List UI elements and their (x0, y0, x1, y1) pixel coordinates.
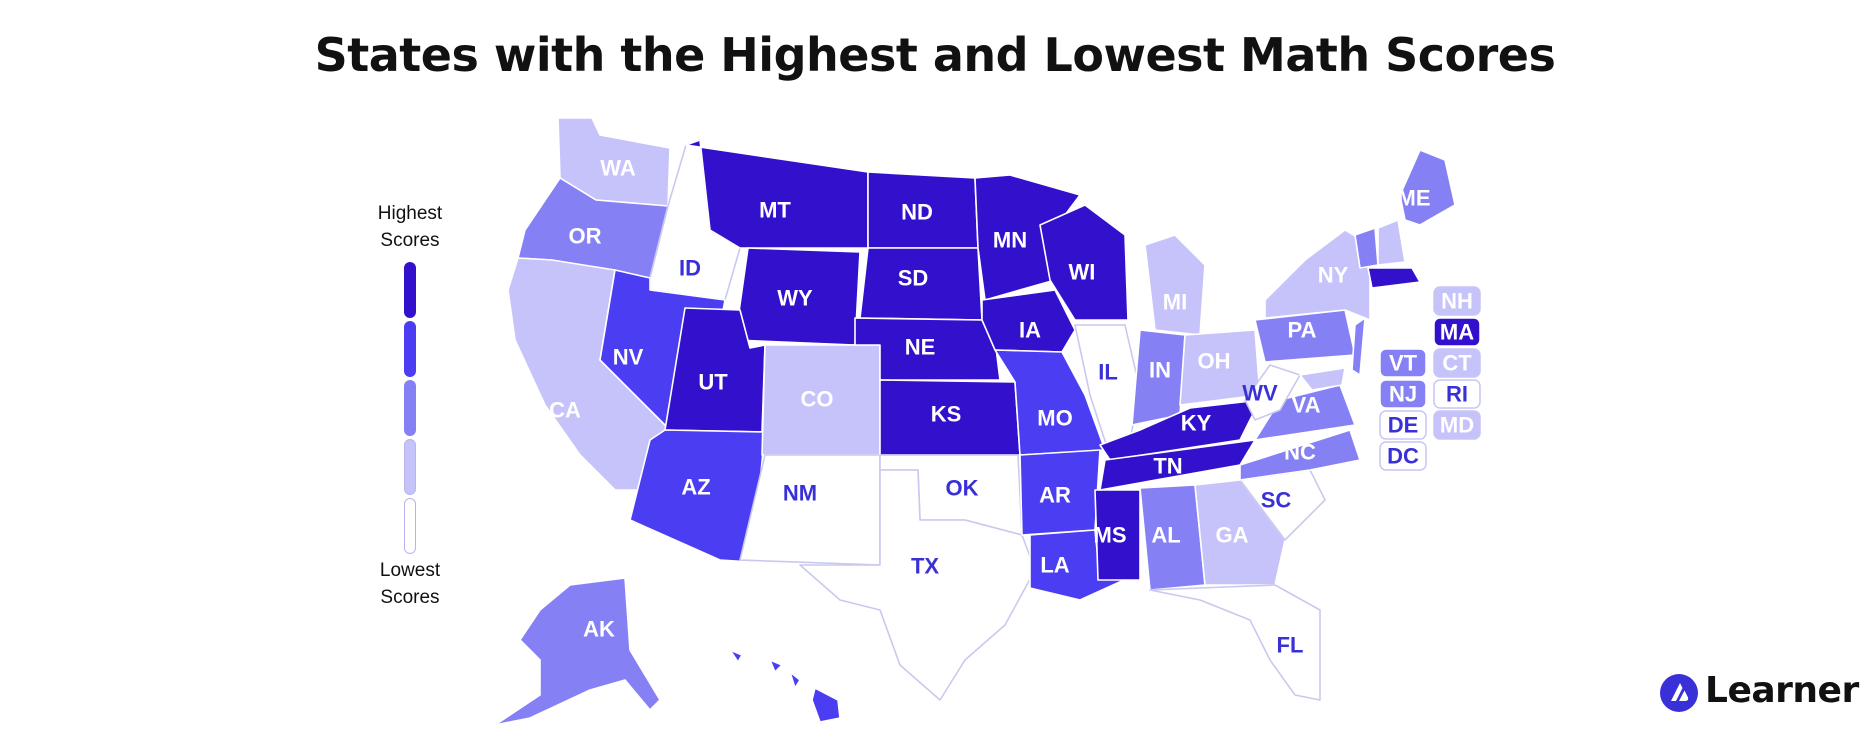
state-label-mt: MT (759, 198, 791, 223)
state-wv-shape (1244, 364, 1301, 421)
state-label-al: AL (1151, 523, 1180, 548)
state-ms-shape (1094, 489, 1141, 581)
legend-color-scale (404, 262, 416, 557)
legend-swatch-tier-1 (404, 498, 416, 554)
state-box-dc (1379, 441, 1427, 471)
state-label-nv: NV (613, 345, 644, 370)
state-label-tn: TN (1153, 454, 1182, 479)
state-label-az: AZ (681, 475, 710, 500)
state-ga-shape (1194, 479, 1286, 586)
state-label-oh: OH (1198, 349, 1231, 374)
state-label-ne: NE (905, 335, 936, 360)
state-box-de (1379, 410, 1427, 440)
state-label-wy: WY (777, 286, 813, 311)
state-label-de: DE (1388, 413, 1419, 438)
state-nh-shape (1377, 219, 1406, 266)
state-box-nj (1379, 379, 1427, 409)
state-label-md: MD (1440, 413, 1474, 438)
legend-swatch-tier-3 (404, 380, 416, 436)
state-box-vt (1379, 348, 1427, 378)
state-nc-shape (1239, 429, 1361, 481)
state-label-wi: WI (1069, 260, 1096, 285)
state-ak-shape (494, 577, 661, 726)
state-vt-shape (1354, 227, 1379, 269)
state-tx-shape (799, 469, 1036, 701)
state-md-shape (1299, 367, 1346, 391)
legend-highest-label: Highest Scores (377, 203, 443, 251)
state-label-ok: OK (946, 476, 979, 501)
state-box-ri (1433, 379, 1481, 409)
state-label-mi: MI (1163, 290, 1187, 315)
state-label-fl: FL (1277, 633, 1304, 658)
state-label-ms: MS (1094, 523, 1127, 548)
state-nm-shape (739, 454, 881, 566)
legend-swatch-tier-5 (404, 262, 416, 318)
state-label-ar: AR (1039, 483, 1071, 508)
state-label-va: VA (1292, 393, 1321, 418)
legend-swatch-tier-2 (404, 439, 416, 495)
state-label-pa: PA (1288, 318, 1317, 343)
state-mt-shape (685, 139, 869, 249)
state-label-ca: CA (549, 398, 581, 423)
state-label-il: IL (1098, 360, 1118, 385)
state-label-mn: MN (993, 228, 1027, 253)
state-label-ga: GA (1216, 523, 1249, 548)
state-box-md (1433, 410, 1481, 440)
brand-name: Learner (1705, 670, 1859, 711)
state-label-la: LA (1040, 553, 1069, 578)
state-label-dc: DC (1387, 444, 1419, 469)
state-label-nj: NJ (1389, 382, 1417, 407)
state-label-vt: VT (1389, 351, 1418, 376)
legend-lowest-label: Lowest Scores (379, 560, 441, 608)
state-label-id: ID (679, 256, 701, 281)
state-label-ak: AK (583, 617, 615, 642)
state-label-nd: ND (901, 200, 933, 225)
state-mi-shape (1144, 234, 1206, 336)
state-me-shape (1399, 149, 1456, 226)
state-label-me: ME (1398, 186, 1431, 211)
state-label-ma: MA (1440, 320, 1474, 345)
state-ny-shape (1264, 229, 1371, 321)
state-label-sc: SC (1261, 488, 1292, 513)
state-label-ct: CT (1442, 351, 1472, 376)
state-label-ny: NY (1318, 263, 1349, 288)
state-label-or: OR (569, 224, 602, 249)
state-label-nm: NM (783, 481, 817, 506)
state-box-ct (1433, 348, 1481, 378)
state-label-ky: KY (1181, 411, 1212, 436)
state-label-ut: UT (698, 370, 728, 395)
state-wi-shape (1039, 204, 1129, 321)
state-label-wv: WV (1242, 381, 1278, 406)
state-box-nh (1433, 286, 1481, 316)
state-label-ks: KS (931, 402, 962, 427)
state-ma-shape (1367, 267, 1421, 289)
state-fl-shape (1149, 584, 1321, 701)
state-label-mo: MO (1037, 406, 1072, 431)
state-hi-shape (729, 649, 841, 723)
state-label-in: IN (1149, 358, 1171, 383)
state-label-co: CO (801, 387, 834, 412)
state-label-tx: TX (911, 554, 939, 579)
legend-swatch-tier-4 (404, 321, 416, 377)
state-label-sd: SD (898, 266, 929, 291)
state-label-ia: IA (1019, 318, 1041, 343)
map-title: States with the Highest and Lowest Math … (314, 28, 1556, 82)
state-nj-shape (1351, 317, 1366, 376)
state-label-hi: HI (788, 690, 810, 715)
state-label-wa: WA (600, 156, 636, 181)
learner-logo-icon (1660, 674, 1698, 712)
state-label-nh: NH (1441, 289, 1473, 314)
state-label-nc: NC (1284, 440, 1316, 465)
state-box-ma (1433, 317, 1481, 347)
state-label-ri: RI (1446, 382, 1468, 407)
